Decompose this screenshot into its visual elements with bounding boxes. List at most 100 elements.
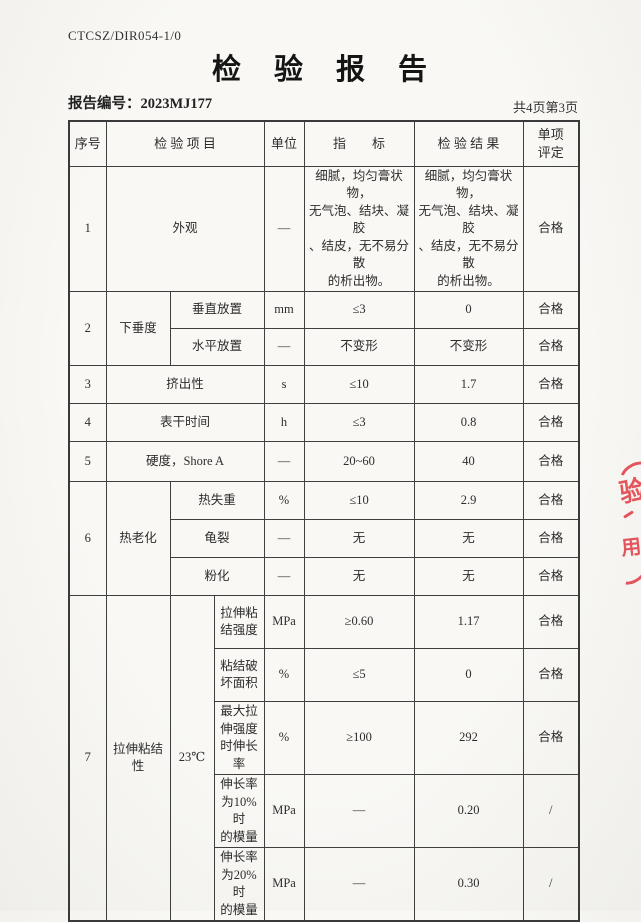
cell-result: 40 xyxy=(413,441,524,482)
table-row: 2 下垂度 垂直放置 mm ≤3 0 合格 xyxy=(68,291,580,366)
cell-seq: 2 xyxy=(68,291,107,366)
cell-subitem: 粘结破 坏面积 xyxy=(213,648,265,702)
cell-index: ≥0.60 xyxy=(303,595,415,649)
header-unit: 单位 xyxy=(263,120,305,167)
cell-unit: % xyxy=(263,648,305,702)
cell-unit: MPa xyxy=(263,595,305,649)
cell-unit: MPa xyxy=(263,847,305,922)
cell-seq: 1 xyxy=(68,165,107,292)
cell-result: 无 xyxy=(413,557,524,596)
cell-seq: 7 xyxy=(68,595,107,922)
cell-subitem: 伸长率 为10%时 的模量 xyxy=(213,774,265,848)
stamp-stroke-icon xyxy=(623,510,634,519)
table-row: 粉化 — 无 无 合格 xyxy=(69,557,580,596)
cell-unit: s xyxy=(263,365,305,404)
table-row: 龟裂 — 无 无 合格 xyxy=(69,519,580,558)
table-row: 粘结破 坏面积 % ≤5 0 合格 xyxy=(69,648,580,702)
cell-unit: — xyxy=(263,328,305,366)
cell-assess: 合格 xyxy=(522,291,580,329)
cell-result: 0.8 xyxy=(413,403,524,442)
cell-unit: — xyxy=(263,557,305,596)
cell-index: ≤10 xyxy=(303,481,415,520)
cell-index: ≥100 xyxy=(303,701,415,775)
cell-seq: 3 xyxy=(68,365,107,404)
red-seal-stamp-fragment: 验 用 xyxy=(606,456,641,590)
cell-assess: 合格 xyxy=(522,403,580,442)
table-row: 伸长率 为10%时 的模量 MPa — 0.20 / xyxy=(69,774,580,848)
cell-subitem: 垂直放置 xyxy=(169,291,265,329)
document-code: CTCSZ/DIR054-1/0 xyxy=(68,28,182,43)
cell-unit: — xyxy=(263,165,305,292)
stamp-character: 用 xyxy=(620,536,641,560)
cell-assess: 合格 xyxy=(522,519,580,558)
cell-result: 细腻，均匀膏状物， 无气泡、结块、凝胶 、结皮，无不易分散 的析出物。 xyxy=(413,165,524,292)
cell-condition: 23℃ xyxy=(169,595,215,922)
cell-result: 0.20 xyxy=(413,774,524,848)
page-indicator: 共4页第3页 xyxy=(512,100,578,115)
cell-result: 1.7 xyxy=(413,365,524,404)
table-row: 5 硬度，Shore A — 20~60 40 合格 xyxy=(68,441,580,482)
cell-subitem: 水平放置 xyxy=(169,328,265,366)
cell-assess: 合格 xyxy=(522,165,580,292)
cell-seq: 6 xyxy=(68,481,107,596)
cell-unit: — xyxy=(263,441,305,482)
report-number: 报告编号：2023MJ177 xyxy=(68,92,212,113)
cell-seq: 5 xyxy=(68,441,107,482)
cell-item: 外观 xyxy=(105,165,265,292)
cell-index: ≤5 xyxy=(303,648,415,702)
cell-result: 292 xyxy=(413,701,524,775)
cell-assess: / xyxy=(522,774,580,848)
cell-unit: h xyxy=(263,403,305,442)
cell-assess: 合格 xyxy=(522,701,580,775)
cell-unit: MPa xyxy=(263,774,305,848)
cell-subitem: 最大拉 伸强度 时伸长 率 xyxy=(213,701,265,775)
stamp-arc-icon xyxy=(615,456,641,494)
header-index: 指 标 xyxy=(303,120,415,167)
cell-result: 2.9 xyxy=(413,481,524,520)
table-row: 6 热老化 热失重 % ≤10 2.9 合格 xyxy=(68,481,580,596)
header-assess: 单项 评定 xyxy=(522,120,580,167)
cell-item: 挤出性 xyxy=(105,365,265,404)
cell-index: 不变形 xyxy=(303,328,415,366)
cell-assess: 合格 xyxy=(522,648,580,702)
header-seq: 序号 xyxy=(68,120,107,167)
cell-subitem: 拉伸粘 结强度 xyxy=(213,595,265,649)
cell-index: 20~60 xyxy=(303,441,415,482)
cell-seq: 4 xyxy=(68,403,107,442)
cell-index: ≤3 xyxy=(303,403,415,442)
cell-assess: 合格 xyxy=(522,595,580,649)
table-row: 3 挤出性 s ≤10 1.7 合格 xyxy=(68,365,580,404)
cell-assess: 合格 xyxy=(522,557,580,596)
table-header-row: 序号 检 验 项 目 单位 指 标 检 验 结 果 单项 评定 xyxy=(68,120,580,167)
stamp-arc-icon xyxy=(612,554,641,590)
cell-index: ≤10 xyxy=(303,365,415,404)
report-number-value: 2023MJ177 xyxy=(140,96,213,112)
header-result: 检 验 结 果 xyxy=(413,120,524,167)
cell-unit: % xyxy=(263,701,305,775)
cell-group: 拉伸粘结性 xyxy=(105,595,171,922)
page-title: 检 验 报 告 xyxy=(211,54,429,86)
cell-index: — xyxy=(303,774,415,848)
cell-index: — xyxy=(303,847,415,922)
cell-result: 0.30 xyxy=(413,847,524,922)
cell-item: 硬度，Shore A xyxy=(105,441,265,482)
stamp-character: 验 xyxy=(616,474,641,509)
cell-index: 细腻，均匀膏状物， 无气泡、结块、凝胶 、结皮，无不易分散 的析出物。 xyxy=(303,165,415,292)
cell-subitem: 龟裂 xyxy=(169,519,265,558)
report-number-label: 报告编号： xyxy=(68,96,141,112)
cell-subitem: 粉化 xyxy=(169,557,265,596)
cell-assess: 合格 xyxy=(522,328,580,366)
cell-result: 1.17 xyxy=(413,595,524,649)
cell-subitem: 热失重 xyxy=(169,481,265,520)
inspection-table: 序号 检 验 项 目 单位 指 标 检 验 结 果 单项 评定 1 外观 — 细… xyxy=(68,120,581,922)
table-row: 1 外观 — 细腻，均匀膏状物， 无气泡、结块、凝胶 、结皮，无不易分散 的析出… xyxy=(68,165,580,292)
cell-assess: / xyxy=(522,847,580,922)
cell-result: 不变形 xyxy=(413,328,524,366)
header-item: 检 验 项 目 xyxy=(105,120,265,167)
cell-index: ≤3 xyxy=(303,291,415,329)
cell-result: 0 xyxy=(413,291,524,329)
cell-unit: % xyxy=(263,481,305,520)
cell-assess: 合格 xyxy=(522,441,580,482)
table-row: 4 表干时间 h ≤3 0.8 合格 xyxy=(68,403,580,442)
cell-assess: 合格 xyxy=(522,481,580,520)
